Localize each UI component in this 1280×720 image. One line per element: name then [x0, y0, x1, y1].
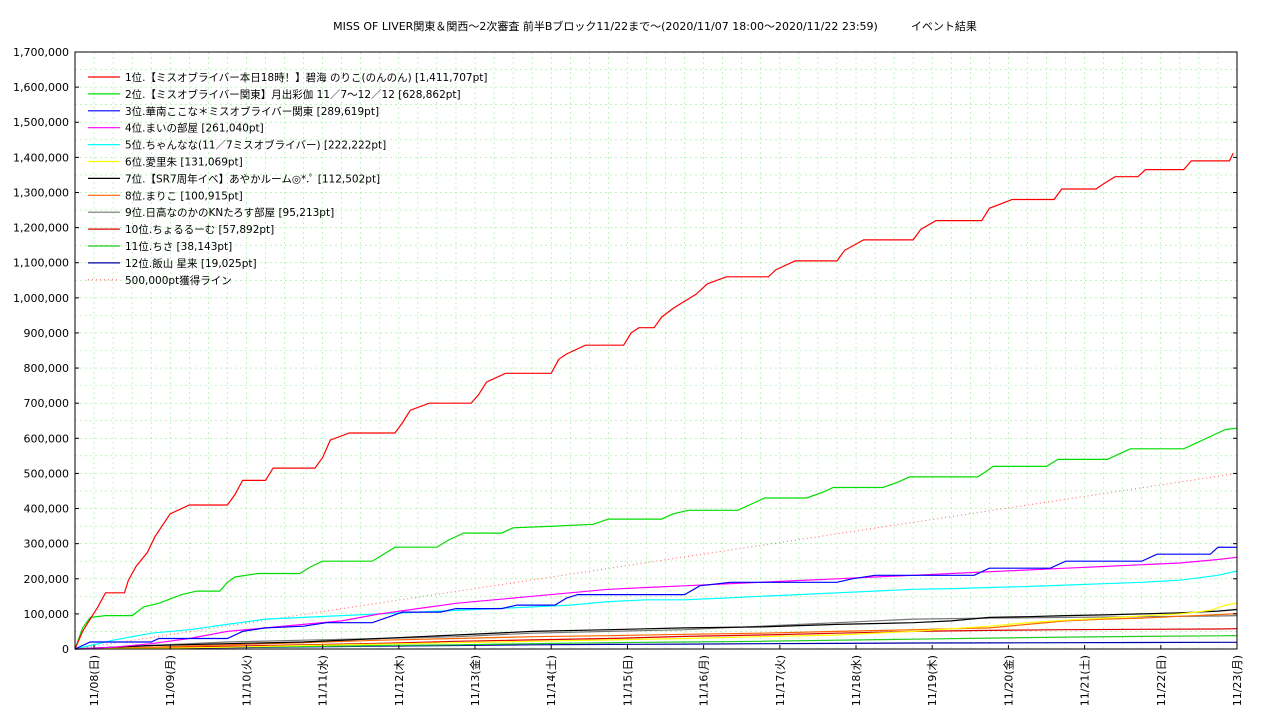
series-line: [74, 546, 1238, 650]
series-line: [74, 635, 1238, 650]
series-line: [74, 152, 1234, 650]
x-tick-label: 11/13(金): [468, 655, 482, 706]
legend-label: 7位.【SR7周年イベ】あやかルーム◎*.ﾟ [112,502pt]: [125, 172, 380, 185]
legend-label: 11位.ちさ [38,143pt]: [125, 240, 232, 253]
x-tick-label: 11/18(水): [850, 655, 863, 706]
series-line: [74, 570, 1238, 650]
legend-label: 500,000pt獲得ライン: [125, 274, 232, 287]
x-tick-label: 11/17(火): [774, 655, 787, 706]
x-tick-label: 11/14(土): [545, 655, 558, 706]
x-tick-label: 11/20(金): [1001, 655, 1015, 706]
plot-area-frame: [74, 51, 1238, 650]
y-tick-label: 900,000: [24, 327, 70, 340]
legend-label: 2位.【ミスオブライバー関東】月出彩伽 11／7〜12／12 [628,862p…: [125, 88, 461, 101]
x-tick-label: 11/16(月): [698, 655, 711, 706]
legend-label: 8位.まりこ [100,915pt]: [125, 189, 243, 202]
x-tick-label: 11/09(月): [164, 655, 177, 706]
y-tick-label: 1,300,000: [13, 186, 69, 199]
x-axis: 11/08(日) 11/09(月) 11/10(火) 11/11(水) 11/12(木)…: [88, 645, 1244, 706]
y-tick-label: 1,600,000: [13, 81, 69, 94]
series-line: [74, 427, 1238, 650]
series-line: [74, 615, 1238, 650]
legend-label: 5位.ちゃんなな(11／7ミスオブライバー) [222,222pt]: [125, 139, 386, 152]
series-line: [74, 608, 1238, 650]
y-axis: 0 100,000 200,000 300,000 400,000 500,000 600,…: [13, 46, 1237, 656]
legend-label: 12位.飯山 星来 [19,025pt]: [125, 257, 257, 270]
legend-label: 9位.日高なのかのKNたろす部屋 [95,213pt]: [125, 206, 334, 219]
y-tick-label: 1,200,000: [13, 222, 69, 235]
series-line: [74, 628, 1238, 650]
y-tick-label: 1,700,000: [13, 46, 69, 59]
y-tick-label: 1,500,000: [13, 116, 69, 129]
y-tick-label: 1,400,000: [13, 151, 69, 164]
y-tick-label: 600,000: [24, 432, 70, 445]
y-tick-label: 1,000,000: [13, 292, 69, 305]
y-tick-label: 0: [62, 643, 69, 656]
legend-label: 3位.華南ここな＊ミスオブライバー関東 [289,619pt]: [125, 105, 379, 118]
series-line: [74, 613, 1238, 650]
legend-label: 10位.ちょるるーむ [57,892pt]: [125, 223, 274, 236]
legend: 1位.【ミスオブライバー本日18時！】碧海 のりこ(のんのん) [1,411,7…: [88, 71, 487, 287]
legend-label: 6位.愛里朱 [131,069pt]: [125, 156, 243, 169]
grid: [74, 51, 1238, 650]
y-tick-label: 700,000: [24, 397, 70, 410]
y-tick-label: 1,100,000: [13, 257, 69, 270]
y-tick-label: 800,000: [24, 362, 70, 375]
legend-label: 1位.【ミスオブライバー本日18時！】碧海 のりこ(のんのん) [1,411,7…: [125, 71, 487, 84]
x-tick-label: 11/22(日): [1155, 655, 1168, 706]
chart-title: MISS OF LIVER関東＆関西〜2次審査 前半Bブロック11/22まで〜(…: [333, 19, 977, 33]
x-tick-label: 11/21(土): [1079, 655, 1092, 706]
x-tick-label: 11/15(日): [621, 655, 634, 706]
x-tick-label: 11/11(水): [317, 655, 330, 706]
legend-label: 4位.まいの部屋 [261,040pt]: [125, 122, 264, 135]
y-tick-label: 500,000: [24, 467, 70, 480]
x-tick-label: 11/10(火): [240, 655, 253, 706]
series-line: [74, 602, 1238, 650]
series-lines: [74, 152, 1238, 650]
y-tick-label: 300,000: [24, 538, 70, 551]
y-tick-label: 200,000: [24, 573, 70, 586]
y-tick-label: 400,000: [24, 503, 70, 516]
x-tick-label: 11/12(木): [393, 655, 406, 706]
x-tick-label: 11/19(木): [926, 655, 939, 706]
y-tick-label: 100,000: [24, 608, 70, 621]
x-tick-label: 11/23(月): [1231, 655, 1244, 706]
x-tick-label: 11/08(日): [88, 655, 101, 706]
